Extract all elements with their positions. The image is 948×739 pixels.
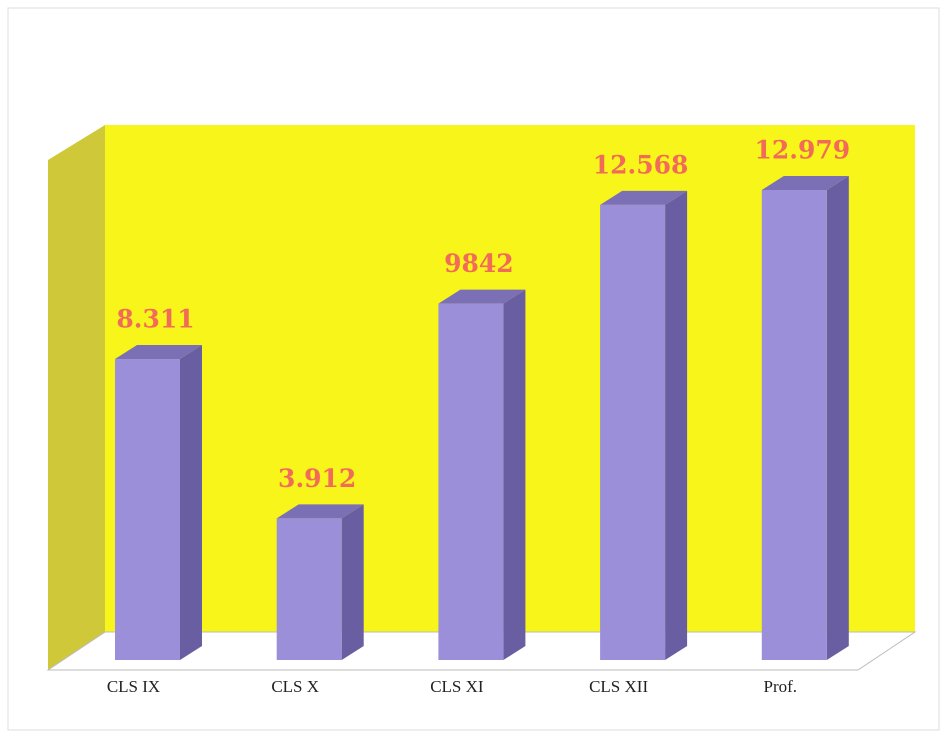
value-label: 9842: [444, 249, 514, 278]
x-tick-label: Prof.: [764, 677, 798, 696]
x-tick-label: CLS IX: [107, 677, 160, 696]
side-wall: [48, 125, 105, 670]
bar-top: [761, 176, 849, 190]
bar-side: [341, 504, 364, 660]
value-label: 12.979: [754, 136, 850, 165]
bar-side: [826, 176, 849, 660]
value-label: 8.311: [116, 305, 194, 334]
bar-side: [503, 289, 526, 660]
value-label: 12.568: [593, 150, 689, 179]
bar: [276, 518, 342, 660]
x-tick-label: CLS XI: [430, 677, 484, 696]
bar: [600, 204, 666, 660]
x-tick-label: CLS X: [271, 677, 319, 696]
bar-side: [665, 190, 688, 660]
bar-top: [438, 289, 526, 304]
bar-top: [276, 504, 364, 519]
bar-side: [180, 345, 202, 660]
value-label: 3.912: [278, 464, 356, 493]
x-tick-label: CLS XII: [589, 677, 648, 696]
bar-top: [600, 190, 688, 205]
bar: [761, 190, 827, 660]
bar: [438, 303, 504, 660]
bar: [115, 359, 180, 660]
bar-top: [115, 345, 202, 360]
